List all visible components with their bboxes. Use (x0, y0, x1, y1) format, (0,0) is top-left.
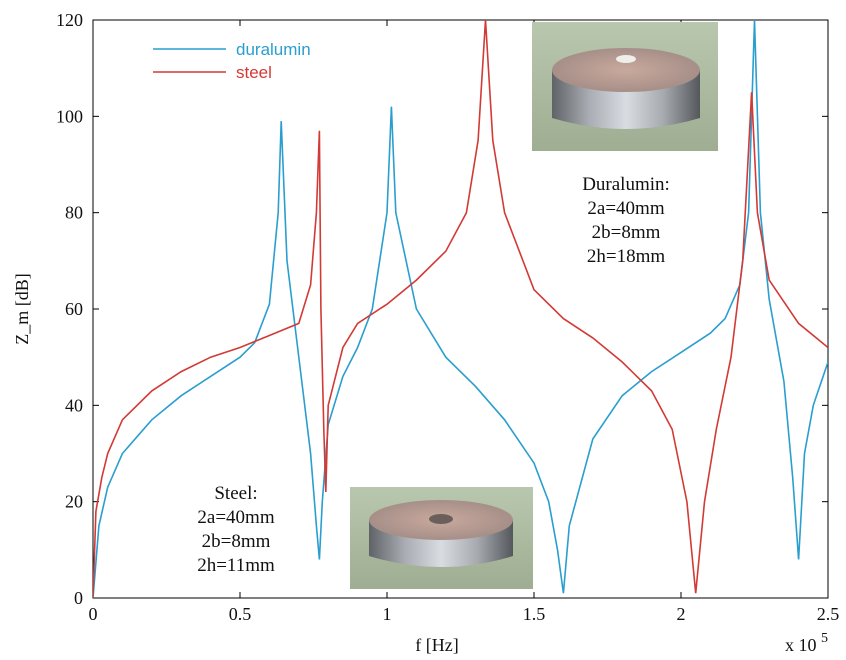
axis-ticks: 0 0.5 1 1.5 2 2.5 0 20 40 60 80 100 120 (56, 10, 839, 624)
y-tick-label: 20 (65, 492, 83, 512)
note-line: 2h=18mm (587, 246, 665, 267)
note-line: 2a=40mm (197, 507, 274, 528)
x-tick-label: 1.5 (523, 604, 546, 624)
duralumin-series-line (93, 20, 828, 598)
x-axis-label: f [Hz] (415, 635, 458, 655)
y-tick-label: 100 (56, 106, 83, 126)
y-tick-label: 40 (65, 395, 83, 415)
legend: duralumin steel (153, 40, 311, 82)
note-line: 2b=8mm (202, 531, 271, 552)
y-tick-label: 0 (74, 588, 83, 608)
note-line: 2h=11mm (197, 555, 275, 576)
steel-sample-photo (350, 487, 533, 589)
legend-label-steel: steel (236, 63, 272, 82)
steel-dimensions-note: Steel: 2a=40mm 2b=8mm 2h=11mm (197, 483, 275, 576)
note-line: 2a=40mm (587, 198, 664, 219)
x-tick-label: 0.5 (229, 604, 252, 624)
legend-label-duralumin: duralumin (236, 40, 311, 59)
y-axis-label: Z_m [dB] (12, 273, 32, 345)
x-axis-multiplier: x 10 5 (785, 631, 828, 655)
y-tick-label: 120 (56, 10, 83, 30)
note-line: 2b=8mm (592, 222, 661, 243)
y-tick-label: 60 (65, 299, 83, 319)
note-line: Steel: (214, 483, 257, 504)
x-tick-label: 1 (383, 604, 392, 624)
x-tick-label: 2 (677, 604, 686, 624)
x-tick-label: 0 (89, 604, 98, 624)
duralumin-dimensions-note: Duralumin: 2a=40mm 2b=8mm 2h=18mm (582, 174, 670, 267)
x-tick-label: 2.5 (817, 604, 840, 624)
note-line: Duralumin: (582, 174, 670, 195)
steel-series-line (93, 20, 828, 598)
duralumin-sample-photo (532, 22, 718, 151)
y-tick-label: 80 (65, 203, 83, 223)
